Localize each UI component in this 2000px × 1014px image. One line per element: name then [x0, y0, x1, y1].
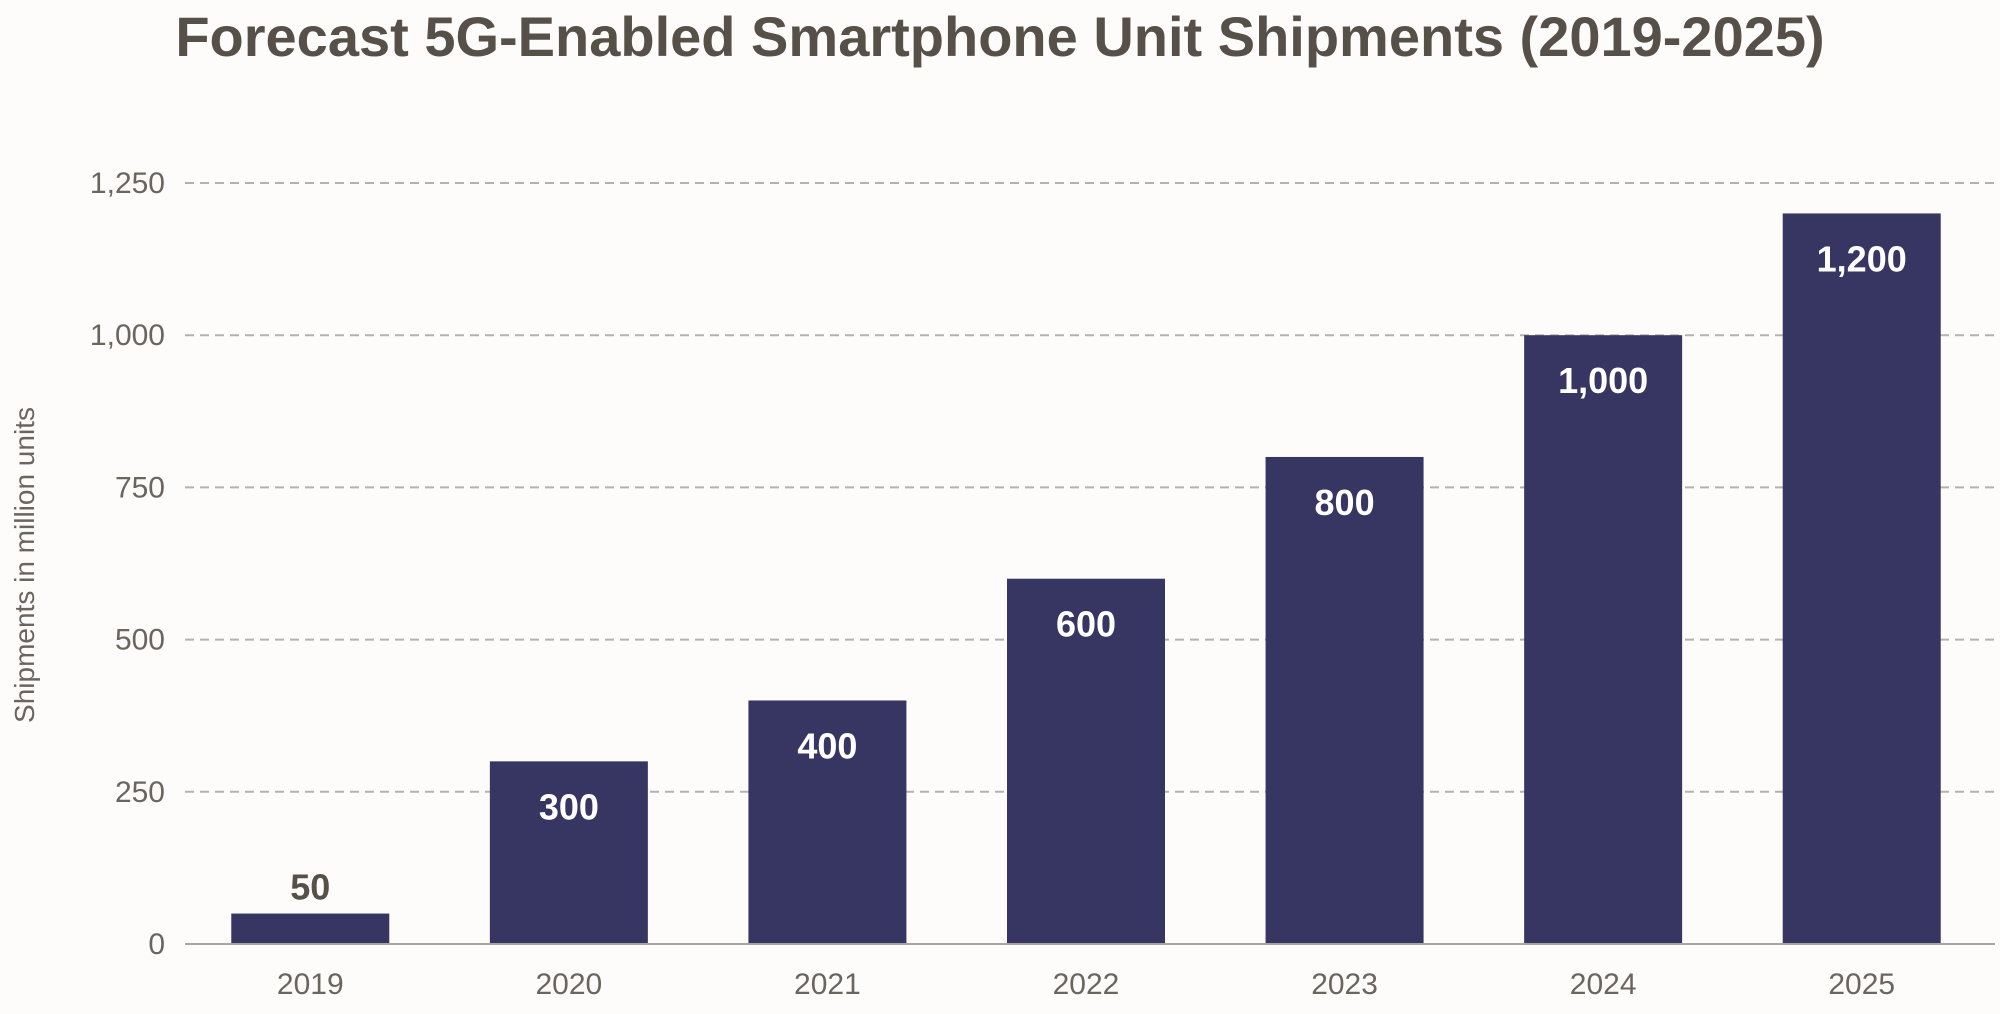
y-tick-label: 1,250: [90, 167, 165, 200]
data-label: 1,200: [1817, 238, 1907, 279]
x-tick-label: 2025: [1828, 968, 1895, 1001]
x-tick-label: 2019: [277, 968, 344, 1001]
chart-title: Forecast 5G-Enabled Smartphone Unit Ship…: [175, 5, 1825, 68]
bar-2021: [748, 700, 907, 944]
data-labels: 50 300 400 600 800 1,000 1,200: [290, 238, 1906, 907]
bar-2020: [489, 761, 648, 944]
bar-2019: [231, 913, 390, 944]
data-label: 300: [539, 786, 599, 827]
x-tick-label: 2021: [794, 968, 861, 1001]
x-axis-ticks: 2019 2020 2021 2022 2023 2024 2025: [277, 968, 1895, 1001]
y-tick-label: 750: [115, 471, 165, 504]
y-tick-label: 500: [115, 624, 165, 657]
bar-2022: [1007, 578, 1165, 944]
x-tick-label: 2020: [535, 968, 602, 1001]
x-tick-label: 2024: [1570, 968, 1637, 1001]
data-label: 50: [290, 867, 330, 908]
y-tick-label: 1,000: [90, 319, 165, 352]
y-axis-ticks: 0 250 500 750 1,000 1,250: [90, 167, 165, 961]
bars: [231, 213, 1941, 944]
bar-2023: [1265, 456, 1424, 944]
y-tick-label: 250: [115, 776, 165, 809]
data-label: 1,000: [1558, 360, 1648, 401]
x-tick-label: 2023: [1311, 968, 1378, 1001]
data-label: 400: [797, 725, 857, 766]
bar-2025: [1782, 213, 1941, 944]
data-label: 600: [1056, 604, 1116, 645]
data-label: 800: [1315, 482, 1375, 523]
bar-2024: [1524, 335, 1683, 944]
x-tick-label: 2022: [1053, 968, 1120, 1001]
y-tick-label: 0: [148, 928, 165, 961]
